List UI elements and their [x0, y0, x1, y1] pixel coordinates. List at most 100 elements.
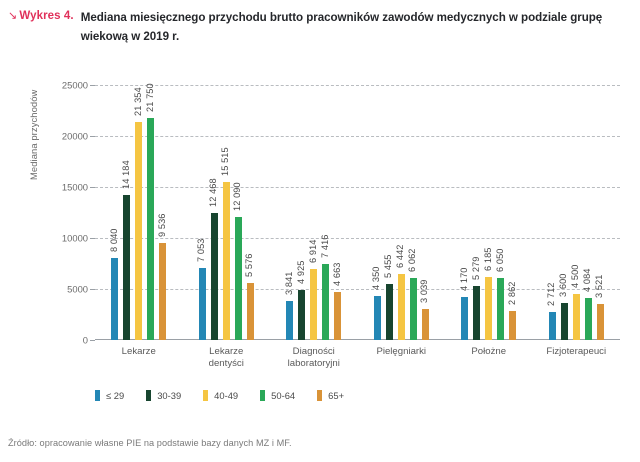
- y-axis-tick: [90, 340, 95, 341]
- bar-value-label: 3 841: [283, 271, 294, 295]
- bar-value-label: 2 862: [506, 281, 517, 305]
- bar-value-label: 6 050: [494, 248, 505, 273]
- bar[interactable]: 12 090: [232, 182, 242, 340]
- bar[interactable]: 4 663: [332, 263, 342, 340]
- bar-value-label: 4 084: [582, 268, 593, 293]
- bar-value-label: 3 039: [419, 279, 430, 304]
- bar-value-label: 15 515: [220, 147, 231, 176]
- bar-group: 7 053 12 468 15 515 12 090 5 576: [183, 85, 271, 340]
- bar[interactable]: 4 084: [582, 269, 592, 340]
- bar-value-label: 4 663: [331, 262, 342, 287]
- x-axis-category-label: Diagności laboratoryjni: [287, 346, 340, 369]
- bar-value-label: 6 442: [395, 244, 406, 269]
- figure-header: ↘ Wykres 4. Mediana miesięcznego przychod…: [8, 8, 632, 46]
- bar-value-label: 6 914: [307, 239, 318, 264]
- bar-group: 3 841 4 925 6 914 7 416 4 663: [270, 85, 358, 340]
- legend-label: 30-39: [157, 390, 182, 401]
- legend-item[interactable]: 50-64: [260, 390, 295, 401]
- bar[interactable]: 2 712: [546, 283, 556, 340]
- plot-area: 8 040 14 184 21 354 21 750 9 536 7 053 12 468 1…: [90, 83, 620, 341]
- gridline: [95, 85, 620, 86]
- bar-value-label: 5 279: [470, 256, 481, 281]
- bar[interactable]: 4 925: [296, 260, 306, 340]
- bar-value-label: 6 062: [407, 248, 418, 273]
- bar[interactable]: 6 050: [495, 249, 505, 340]
- bar-value-label: 6 185: [482, 247, 493, 271]
- y-axis-tick-label: 25000: [61, 79, 88, 91]
- bar-value-label: 21 354: [132, 87, 143, 117]
- y-axis-tick-label: 10000: [61, 232, 88, 244]
- bar-value-label: 2 712: [546, 282, 557, 307]
- bar[interactable]: 7 053: [196, 239, 206, 340]
- legend-swatch: [317, 390, 323, 401]
- y-axis-tick: [90, 238, 95, 239]
- y-axis-tick: [90, 85, 95, 86]
- bar-value-label: 12 468: [208, 178, 219, 207]
- bar-value-label: 21 750: [144, 83, 155, 113]
- bar-group: 4 170 5 279 6 185 6 050 2 862: [445, 85, 533, 340]
- bar-value-label: 3 600: [558, 273, 569, 298]
- legend-item[interactable]: 40-49: [203, 390, 238, 401]
- bar-value-label: 5 576: [244, 253, 255, 278]
- bar[interactable]: 6 914: [308, 240, 318, 340]
- bar[interactable]: 21 750: [145, 83, 155, 340]
- bar-value-label: 8 040: [108, 228, 119, 253]
- y-axis-tick-label: 5000: [67, 283, 88, 295]
- x-axis-category-label: Fizjoterapeuci: [546, 346, 607, 357]
- gridline: [95, 187, 620, 188]
- x-axis-category-labels: Lekarze Lekarze dentyści Diagności laborat…: [95, 346, 620, 370]
- legend-swatch: [146, 390, 152, 401]
- bar[interactable]: 14 184: [121, 161, 131, 340]
- legend-item[interactable]: ≤ 29: [95, 390, 124, 401]
- y-axis-tick: [90, 136, 95, 137]
- bar[interactable]: 3 841: [284, 271, 294, 340]
- bar[interactable]: 12 468: [208, 178, 218, 340]
- source-note: Źródło: opracowanie własne PIE na podsta…: [8, 438, 292, 448]
- legend-item[interactable]: 65+: [317, 390, 344, 401]
- figure-title: Mediana miesięcznego przychodu brutto pr…: [80, 11, 603, 44]
- bar-value-label: 9 536: [156, 213, 167, 237]
- legend-item[interactable]: 30-39: [146, 390, 181, 401]
- legend-swatch: [95, 390, 100, 401]
- bar[interactable]: 3 521: [594, 275, 604, 340]
- x-axis-category-label: Lekarze dentyści: [208, 346, 244, 369]
- bar[interactable]: 9 536: [157, 213, 167, 340]
- chart-container: Mediana przychodów 0 5000 10000 15000 20000 2…: [0, 70, 640, 390]
- legend-label: 50-64: [271, 390, 296, 401]
- bar[interactable]: 5 576: [244, 254, 254, 340]
- y-axis-tick-label: 20000: [61, 130, 88, 142]
- legend-swatch: [260, 390, 266, 401]
- gridline: [95, 136, 620, 137]
- bar[interactable]: 6 185: [483, 247, 493, 340]
- bar[interactable]: 21 354: [133, 88, 143, 340]
- bar[interactable]: 4 350: [371, 266, 381, 340]
- bar-value-label: 3 521: [594, 274, 605, 299]
- bar[interactable]: 15 515: [220, 147, 230, 340]
- x-axis-line: [95, 339, 620, 340]
- bar[interactable]: 4 170: [459, 268, 469, 340]
- bar[interactable]: 8 040: [109, 229, 119, 340]
- bar-value-label: 5 455: [383, 254, 394, 279]
- y-axis-tick: [90, 187, 95, 188]
- legend-label: 40-49: [214, 390, 239, 401]
- y-axis-tick-labels: 0 5000 10000 15000 20000 25000: [30, 70, 88, 346]
- y-axis-tick-label: 15000: [61, 181, 88, 193]
- legend-swatch: [203, 390, 209, 401]
- bar[interactable]: 6 442: [395, 245, 405, 340]
- bar-value-label: 4 170: [458, 267, 469, 292]
- bar[interactable]: 5 455: [383, 255, 393, 340]
- bar-value-label: 12 090: [232, 181, 243, 211]
- bar-value-label: 4 925: [295, 260, 306, 284]
- bar[interactable]: 7 416: [320, 235, 330, 340]
- bar[interactable]: 3 600: [558, 274, 568, 340]
- bar[interactable]: 3 039: [419, 280, 429, 340]
- bar-value-label: 7 416: [319, 234, 330, 259]
- bar-value-label: 14 184: [120, 160, 131, 190]
- bar[interactable]: 6 062: [407, 249, 417, 340]
- bar[interactable]: 5 279: [471, 257, 481, 340]
- gridline: [95, 289, 620, 290]
- y-axis-tick: [90, 289, 95, 290]
- bar[interactable]: 2 862: [507, 281, 517, 340]
- gridline: [95, 238, 620, 239]
- bar[interactable]: 4 500: [570, 265, 580, 340]
